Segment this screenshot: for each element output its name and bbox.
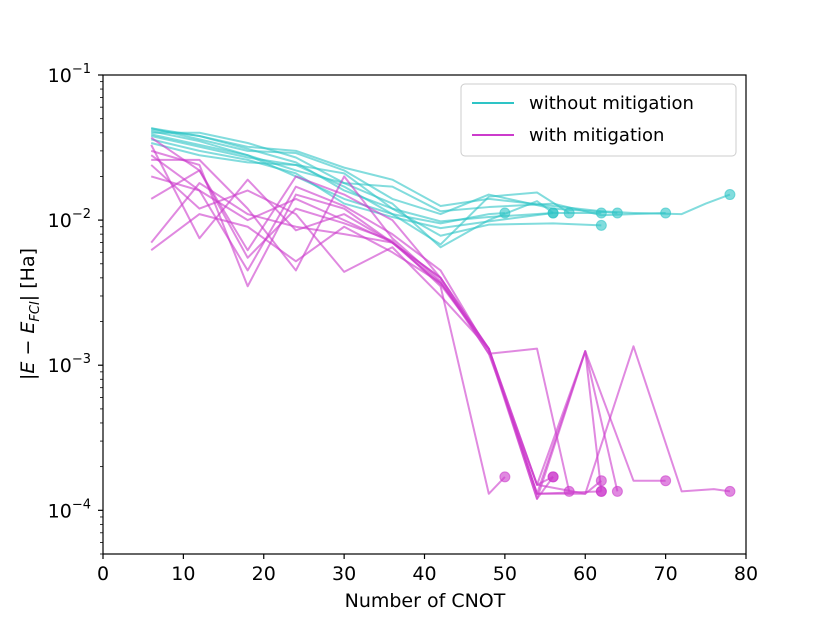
series-line-with-mitigation-14	[150, 175, 603, 500]
legend-label-without-mitigation: without mitigation	[529, 93, 694, 114]
plot-series	[150, 127, 736, 500]
series-end-marker-with-mitigation-14	[595, 485, 607, 497]
x-tick-label: 20	[252, 563, 276, 585]
y-tick-label: 10−3	[48, 352, 91, 377]
x-tick-label: 80	[734, 563, 758, 585]
x-tick-label: 0	[97, 563, 109, 585]
series-end-marker-with-mitigation-17	[660, 475, 672, 487]
series-line-with-mitigation-15	[150, 169, 602, 495]
series-line-without-mitigation-4	[150, 138, 602, 230]
x-tick-label: 60	[573, 563, 597, 585]
series-end-marker-with-mitigation-16	[611, 485, 623, 497]
series-end-marker-with-mitigation-11	[547, 471, 559, 483]
series-line-without-mitigation-2	[151, 131, 554, 249]
legend: without mitigation with mitigation	[460, 83, 737, 157]
series-line-with-mitigation-17	[150, 182, 666, 495]
x-tick-label: 30	[332, 563, 356, 585]
series-line-without-mitigation-1	[151, 130, 505, 225]
series-line-without-mitigation-3	[151, 135, 570, 246]
y-tick-label: 10−4	[48, 497, 91, 522]
legend-label-with-mitigation: with mitigation	[529, 125, 664, 146]
series-end-marker-with-mitigation-18	[724, 485, 736, 497]
series-line-with-mitigation-18	[150, 154, 731, 495]
series-end-marker-without-mitigation-5	[595, 219, 607, 231]
series-end-marker-with-mitigation-9	[499, 471, 511, 483]
x-axis: 0 10 20 30 40 50 60 70 80	[97, 554, 758, 585]
x-tick-label: 70	[654, 563, 678, 585]
y-axis: 10−4 10−3 10−2 10−1	[48, 62, 103, 555]
x-tick-label: 10	[171, 563, 195, 585]
y-axis-label: |E − EFCI| [Ha]	[17, 248, 43, 380]
series-line-without-mitigation-8	[151, 128, 731, 216]
y-tick-label: 10−2	[48, 207, 91, 232]
series-end-marker-without-mitigation-8	[724, 189, 736, 201]
legend-box	[460, 83, 737, 157]
x-axis-label: Number of CNOT	[345, 590, 506, 612]
series-end-marker-with-mitigation-15	[595, 475, 607, 487]
y-tick-label: 10−1	[48, 62, 91, 87]
series-line-without-mitigation-5	[150, 142, 602, 237]
x-tick-label: 50	[493, 563, 517, 585]
series-line-with-mitigation-16	[150, 213, 619, 492]
x-tick-label: 40	[412, 563, 436, 585]
